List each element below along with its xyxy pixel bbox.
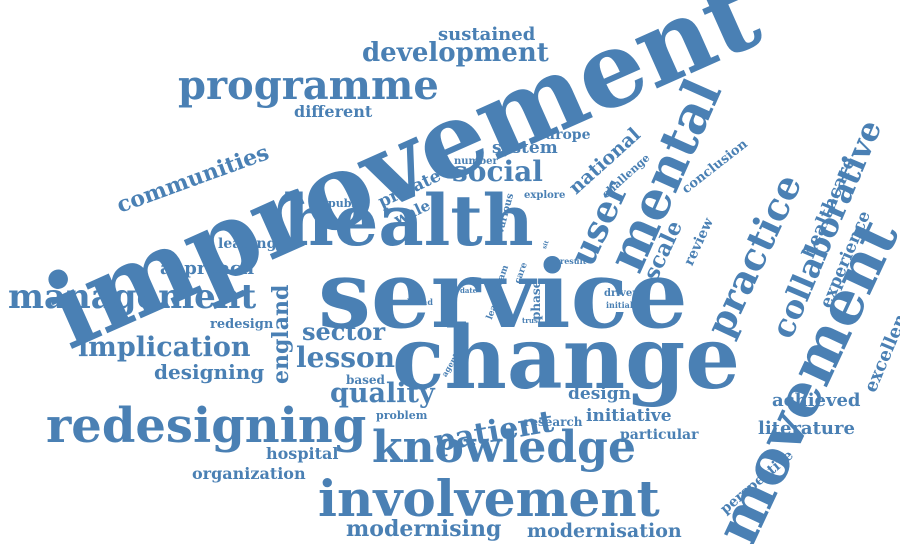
word-achieved: achieved [772, 390, 861, 411]
word-health: health [283, 179, 534, 262]
word-england: england [268, 284, 294, 384]
word-driver: driver [604, 288, 638, 299]
word-approach: approach [160, 258, 255, 279]
word-development: development [362, 38, 549, 68]
word-management: management [8, 277, 257, 317]
word-redesign: redesign [210, 317, 274, 332]
word-sustained: sustained [438, 24, 536, 45]
word-hospital: hospital [266, 444, 339, 463]
word-programme: programme [178, 62, 439, 109]
word-based: based [346, 373, 385, 387]
word-design: design [568, 384, 631, 404]
word-number: number [454, 156, 498, 167]
word-explore: explore [524, 190, 566, 201]
word-date: date [460, 286, 478, 295]
word-initial: initial [606, 300, 633, 310]
word-modernising: modernising [346, 516, 502, 542]
word-redesigning: redesigning [46, 398, 367, 454]
word-public: public [328, 197, 367, 210]
word-social: social [452, 155, 543, 188]
word-organization: organization [192, 464, 306, 483]
word-quality: quality [330, 378, 435, 409]
word-service: service [318, 240, 688, 350]
word-research: research [524, 415, 583, 429]
word-knowledge: knowledge [372, 422, 636, 473]
word-phase: phase [529, 280, 543, 320]
word-literature: literature [758, 418, 855, 439]
word-problem: problem [376, 409, 428, 422]
word-particular: particular [620, 427, 699, 443]
word-broad: broad [407, 297, 433, 307]
word-trust: trust [522, 316, 542, 325]
word-change: change [392, 308, 740, 409]
word-leading: leading [218, 236, 277, 252]
word-lesson: lesson [296, 341, 396, 374]
word-involvement: involvement [318, 469, 660, 528]
word-system: system [492, 138, 558, 158]
word-designing: designing [154, 360, 265, 384]
word-different: different [294, 102, 373, 121]
word-modernisation: modernisation [527, 520, 682, 542]
word-initiative: initiative [586, 406, 672, 426]
word-europe: europe [536, 127, 591, 143]
word-sector: sector [302, 317, 386, 346]
word-implication: implication [78, 332, 251, 363]
word-result: result [560, 256, 587, 266]
